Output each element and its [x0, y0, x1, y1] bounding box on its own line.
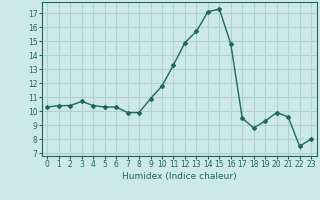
X-axis label: Humidex (Indice chaleur): Humidex (Indice chaleur)	[122, 172, 236, 181]
